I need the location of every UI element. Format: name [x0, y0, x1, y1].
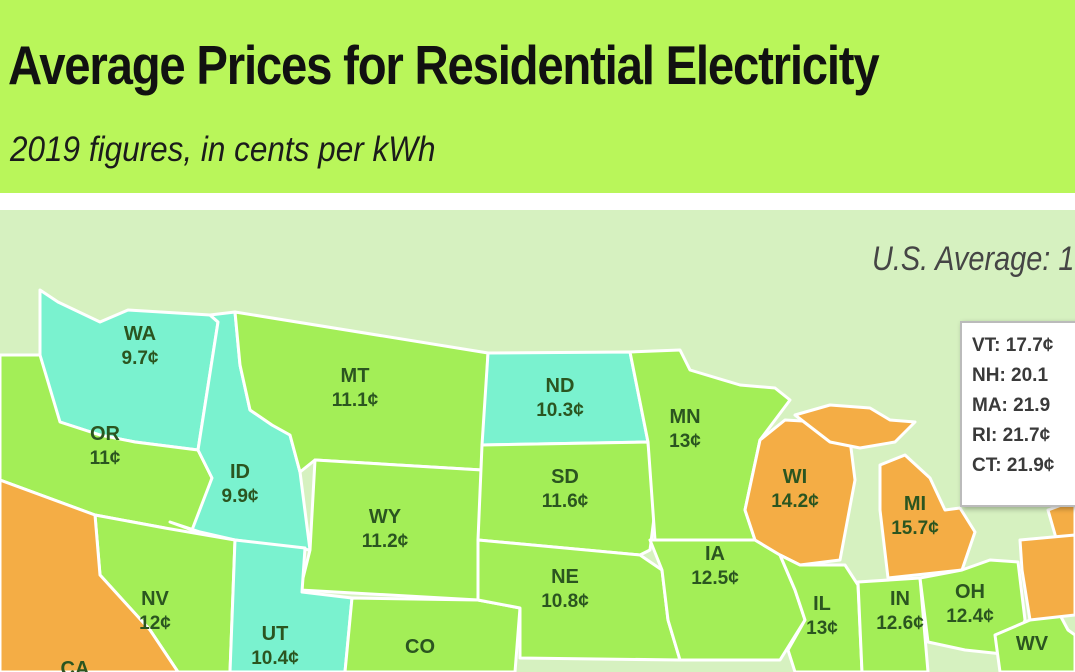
state-price-or: 11¢: [90, 448, 121, 469]
state-label-nv: NV: [141, 588, 169, 610]
state-label-ut: UT: [262, 623, 289, 645]
state-label-wy: WY: [369, 506, 402, 528]
state-price-mn: 13¢: [669, 431, 701, 452]
state-label-nd: ND: [546, 375, 575, 397]
us-map: WA 9.7¢ OR 11¢ ID 9.9¢ MT 11.1¢ WY 11.2¢ NV 12¢ UT 10…: [0, 288, 1075, 672]
state-label-ca: CA: [61, 658, 90, 672]
state-wy-shape[interactable]: [298, 458, 484, 602]
ne-item-ri: RI: 21.7¢: [972, 425, 1051, 446]
state-in-shape[interactable]: [856, 576, 930, 672]
state-price-oh: 12.4¢: [946, 606, 994, 627]
ne-item-nh: NH: 20.1: [972, 365, 1049, 386]
state-co-shape[interactable]: [343, 596, 522, 672]
state-price-wa: 9.7¢: [122, 348, 159, 369]
state-mn-shape[interactable]: [628, 348, 792, 542]
state-price-ut: 10.4¢: [251, 648, 299, 669]
state-pennsylvania-edge-shape: [1018, 533, 1075, 622]
state-label-wa: WA: [124, 323, 156, 345]
state-price-nd: 10.3¢: [536, 400, 584, 421]
state-label-oh: OH: [955, 581, 985, 603]
state-label-il: IL: [813, 593, 831, 615]
state-label-or: OR: [90, 423, 121, 445]
header-separator: [0, 193, 1075, 210]
us-average-label: U.S. Average: 1: [872, 240, 1075, 278]
map-area: WA 9.7¢ OR 11¢ ID 9.9¢ MT 11.1¢ WY 11.2¢ NV 12¢ UT 10…: [0, 210, 1075, 672]
ne-item-ma: MA: 21.9: [972, 395, 1051, 416]
state-labels: WA 9.7¢ OR 11¢ ID 9.9¢ MT 11.1¢ WY 11.2¢ NV 12¢ UT 10…: [61, 323, 1049, 672]
state-price-mt: 11.1¢: [332, 390, 379, 411]
ne-item-vt: VT: 17.7¢: [972, 335, 1054, 356]
page-title: Average Prices for Residential Electrici…: [8, 34, 880, 96]
state-price-ia: 12.5¢: [691, 568, 739, 589]
state-price-ne: 10.8¢: [541, 591, 589, 612]
state-label-in: IN: [890, 588, 910, 610]
state-mi-shape[interactable]: [878, 453, 977, 580]
state-label-ne: NE: [551, 566, 579, 588]
page-subtitle: 2019 figures, in cents per kWh: [10, 130, 436, 169]
state-label-wi: WI: [783, 466, 807, 488]
state-label-sd: SD: [551, 466, 579, 488]
state-price-mi: 15.7¢: [891, 518, 939, 539]
state-price-wi: 14.2¢: [771, 491, 819, 512]
state-ca-shape[interactable]: [0, 478, 180, 672]
ne-item-ct: CT: 21.9¢: [972, 455, 1055, 476]
state-mi-upper-shape[interactable]: [793, 403, 917, 450]
state-price-sd: 11.6¢: [542, 491, 589, 512]
state-oh-shape[interactable]: [918, 558, 1027, 657]
state-price-id: 9.9¢: [222, 486, 259, 507]
state-nd-shape[interactable]: [480, 350, 650, 447]
state-label-mt: MT: [341, 365, 370, 387]
state-price-nv: 12¢: [139, 613, 171, 634]
state-il-shape[interactable]: [778, 553, 864, 672]
northeast-price-box: VT: 17.7¢ NH: 20.1 MA: 21.9 RI: 21.7¢ CT…: [960, 321, 1075, 507]
state-label-ia: IA: [705, 543, 725, 565]
header-banner: Average Prices for Residential Electrici…: [0, 0, 1075, 194]
state-price-il: 13¢: [806, 618, 838, 639]
state-label-id: ID: [230, 461, 250, 483]
state-label-mn: MN: [669, 406, 700, 428]
state-label-co: CO: [405, 636, 435, 658]
state-label-mi: MI: [904, 493, 926, 515]
state-label-wv: WV: [1016, 633, 1049, 655]
state-price-in: 12.6¢: [876, 613, 924, 634]
state-price-wy: 11.2¢: [362, 531, 409, 552]
